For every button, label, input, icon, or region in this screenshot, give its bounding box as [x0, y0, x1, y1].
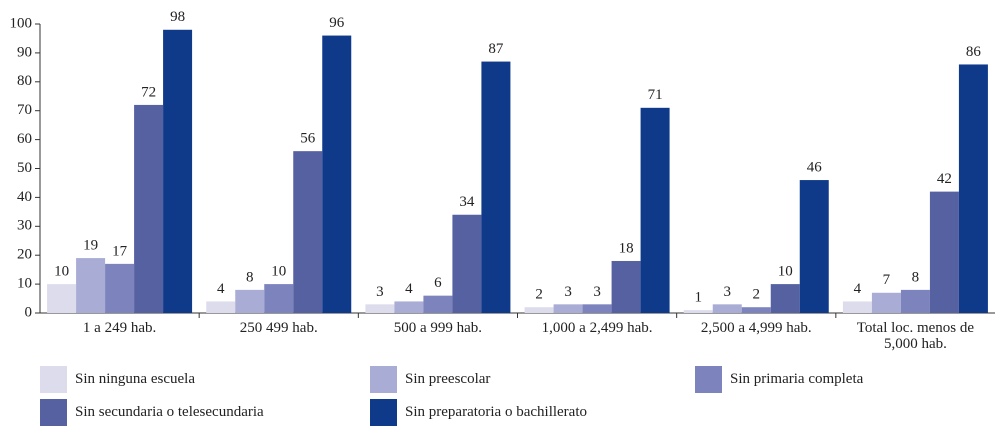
legend-item: Sin preescolar [370, 366, 490, 393]
y-tick-label: 20 [17, 247, 32, 263]
legend-label: Sin primaria completa [730, 371, 864, 387]
legend-item: Sin ninguna escuela [40, 366, 195, 393]
data-label: 2 [753, 287, 761, 303]
bar [553, 304, 583, 313]
data-label: 1 [695, 290, 703, 306]
y-tick-label: 70 [17, 102, 32, 118]
legend-label: Sin ninguna escuela [75, 371, 195, 387]
x-tick-label: 2,500 a 4,999 hab. [700, 320, 812, 336]
data-label: 3 [564, 284, 572, 300]
bar [163, 29, 193, 314]
data-label: 72 [141, 84, 156, 100]
legend-swatch [370, 399, 397, 426]
y-tick-label: 40 [17, 189, 32, 205]
bar [741, 307, 771, 313]
bar [235, 289, 265, 313]
x-tick-label: 1,000 a 2,499 hab. [541, 320, 653, 336]
data-label: 42 [937, 171, 952, 187]
bar [47, 284, 77, 313]
bar [76, 258, 106, 313]
x-tick-label: Total loc. menos de 5,000 hab. [856, 320, 975, 352]
data-label: 2 [535, 287, 543, 303]
bar [322, 35, 352, 314]
y-tick-label: 60 [17, 131, 32, 147]
bar [929, 191, 959, 313]
legend-label: Sin preparatoria o bachillerato [405, 404, 588, 420]
bar [365, 304, 395, 313]
legend-item: Sin preparatoria o bachillerato [370, 399, 587, 426]
y-tick-label: 50 [17, 160, 32, 176]
bar [293, 151, 323, 313]
bar [958, 64, 988, 314]
y-tick-label: 30 [17, 218, 32, 234]
data-label: 96 [329, 15, 345, 31]
y-tick-label: 80 [17, 73, 32, 89]
bar [712, 304, 742, 313]
bar [900, 289, 930, 313]
bar [799, 180, 829, 313]
data-label: 87 [488, 41, 504, 57]
data-label: 86 [966, 44, 982, 60]
legend-swatch [695, 366, 722, 393]
x-tick-label: 250 499 hab. [239, 320, 318, 336]
legend-item: Sin secundaria o telesecundaria [40, 399, 264, 426]
data-label: 19 [83, 238, 98, 254]
data-label: 8 [912, 269, 920, 285]
data-label: 56 [300, 131, 316, 147]
bar [452, 214, 482, 313]
x-tick-label: 500 a 999 hab. [393, 320, 483, 336]
bar [640, 107, 670, 313]
bar [683, 310, 713, 313]
data-label: 8 [246, 269, 254, 285]
bar [481, 61, 511, 313]
data-label: 3 [593, 284, 601, 300]
legend-swatch [40, 399, 67, 426]
bar [206, 301, 236, 313]
data-label: 10 [54, 264, 69, 280]
data-label: 4 [217, 281, 225, 297]
data-label: 10 [778, 264, 793, 280]
legend-swatch [370, 366, 397, 393]
data-label: 18 [619, 240, 634, 256]
bar [611, 260, 641, 313]
data-label: 34 [459, 194, 475, 210]
bar [524, 307, 554, 313]
data-label: 46 [807, 159, 823, 175]
bar [871, 292, 901, 313]
data-label: 4 [854, 281, 862, 297]
data-label: 6 [434, 275, 442, 291]
x-tick-label: 1 a 249 hab. [82, 320, 157, 336]
legend-label: Sin secundaria o telesecundaria [75, 404, 264, 420]
bar [423, 295, 453, 313]
bar [770, 284, 800, 313]
legend-swatch [40, 366, 67, 393]
bar [582, 304, 612, 313]
bar [842, 301, 872, 313]
data-label: 3 [724, 284, 732, 300]
legend-label: Sin preescolar [405, 371, 491, 387]
y-tick-label: 0 [25, 304, 33, 320]
data-label: 98 [170, 9, 185, 25]
bar [264, 284, 294, 313]
data-label: 17 [112, 243, 128, 259]
y-tick-label: 10 [17, 276, 32, 292]
data-label: 4 [405, 281, 413, 297]
y-tick-label: 90 [17, 44, 32, 60]
data-label: 10 [271, 264, 286, 280]
data-label: 3 [376, 284, 384, 300]
legend-item: Sin primaria completa [695, 366, 863, 393]
data-label: 7 [883, 272, 891, 288]
bar [394, 301, 424, 313]
y-tick-label: 100 [10, 15, 33, 31]
data-label: 71 [648, 87, 663, 103]
bar [105, 263, 135, 313]
bar [134, 104, 164, 313]
